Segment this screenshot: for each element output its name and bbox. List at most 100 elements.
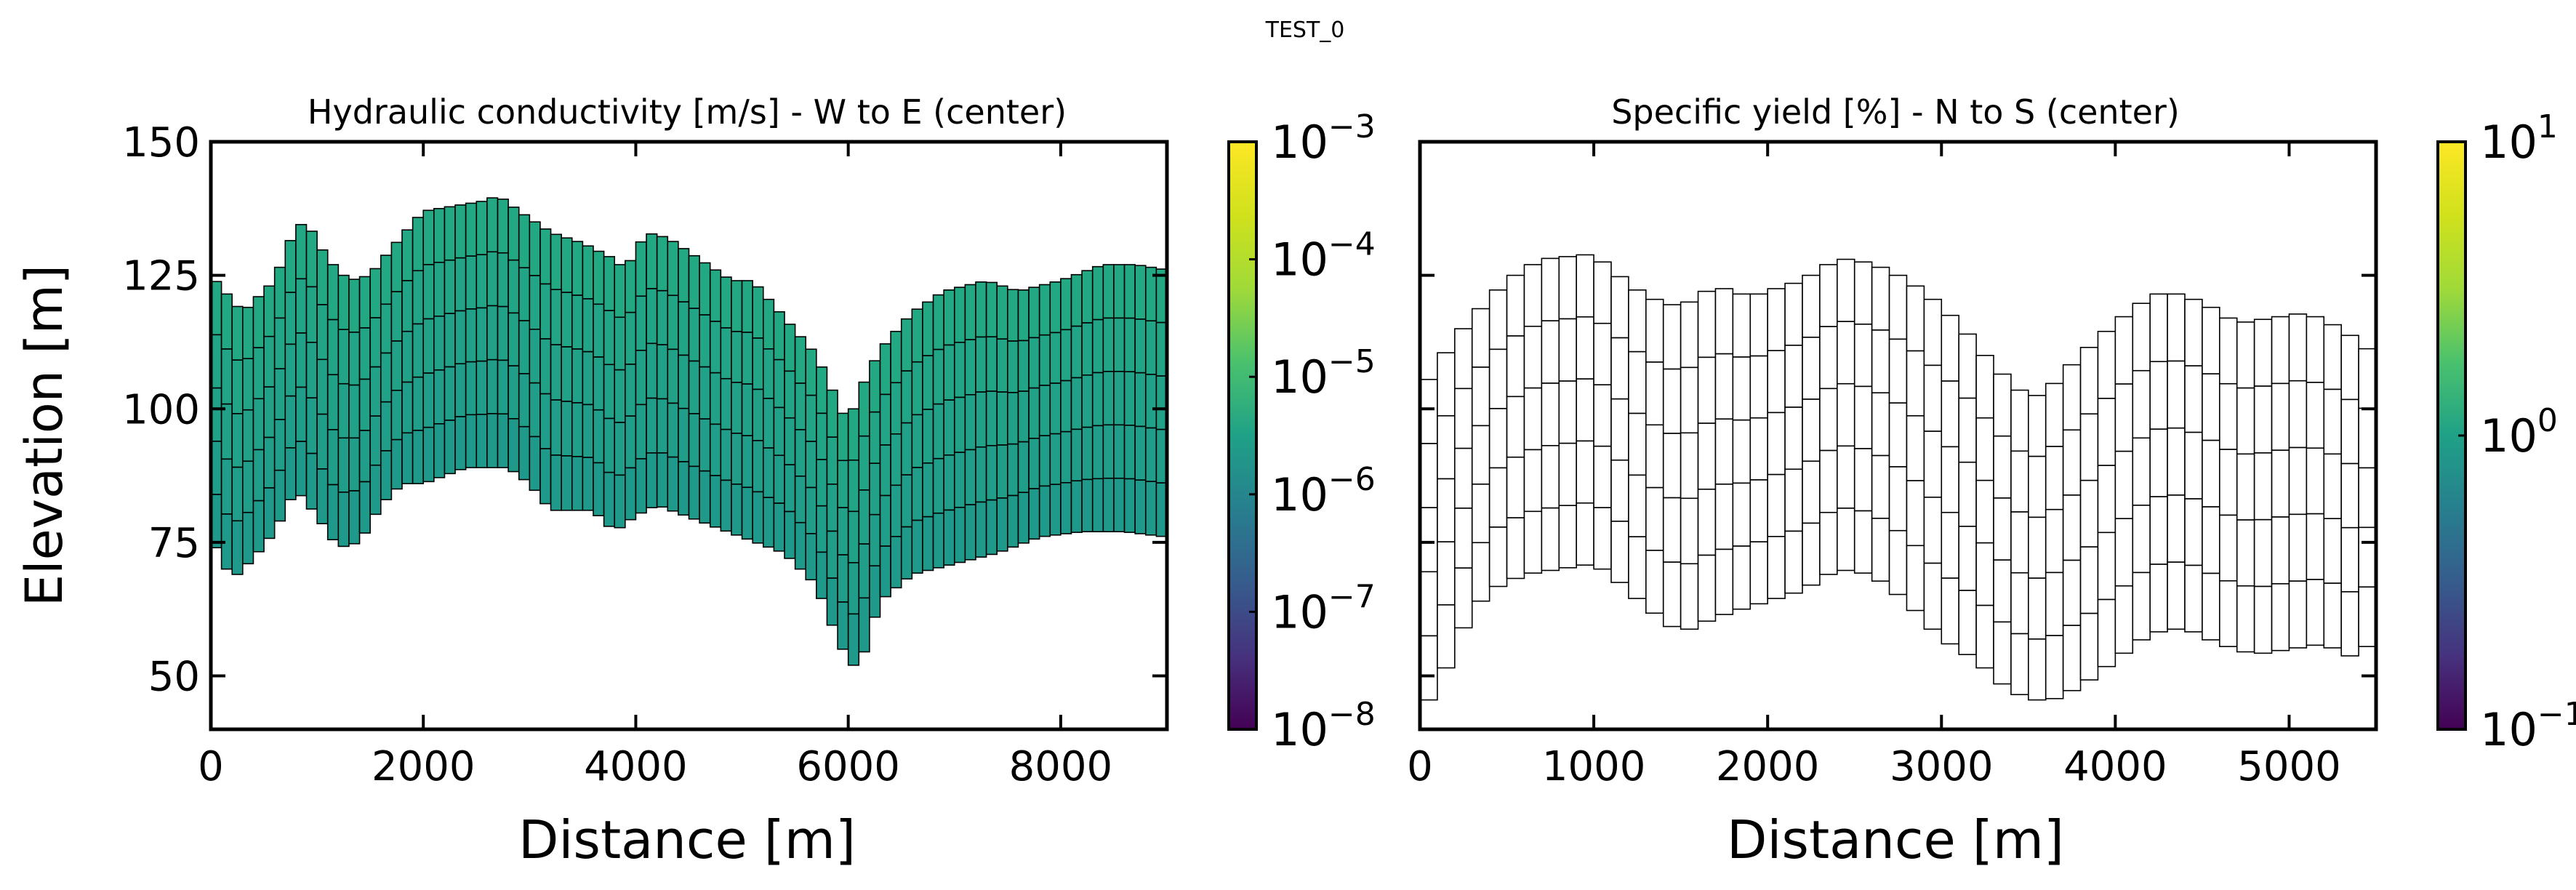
grid-cell [220, 293, 233, 350]
grid-cell [975, 336, 987, 393]
grid-cell [1871, 266, 1890, 331]
grid-cell [709, 475, 722, 528]
grid-cell [1837, 258, 1855, 322]
grid-cell [731, 280, 743, 332]
grid-cell [433, 208, 446, 263]
colorbar-tick-label: 101 [2480, 108, 2558, 169]
grid-cell [1060, 278, 1072, 331]
grid-cell [720, 479, 732, 532]
grid-cell [1697, 290, 1717, 358]
grid-cell [1506, 335, 1525, 398]
grid-cell [1628, 412, 1647, 476]
grid-cell [2253, 518, 2273, 588]
grid-cell [1923, 497, 1943, 564]
grid-cell [465, 414, 478, 468]
grid-cell [953, 286, 966, 343]
grid-cell [1923, 430, 1943, 498]
grid-cell [1906, 480, 1925, 547]
grid-cell [752, 440, 764, 493]
grid-cell [444, 206, 456, 261]
grid-cell [794, 476, 807, 524]
grid-cell [263, 436, 276, 489]
grid-cell [709, 372, 722, 425]
grid-cell [741, 280, 753, 333]
grid-cell [741, 383, 753, 436]
grid-cell [2028, 516, 2047, 579]
grid-cell [507, 207, 520, 261]
grid-cell [943, 399, 955, 456]
grid-cell [518, 425, 531, 481]
grid-cell [380, 450, 393, 500]
grid-cell [348, 490, 361, 545]
grid-cell [1749, 355, 1768, 419]
grid-cell [1488, 526, 1508, 588]
grid-cell [380, 254, 393, 305]
grid-cell [1419, 443, 1438, 508]
grid-cell [1714, 418, 1734, 485]
grid-cell [784, 370, 796, 419]
grid-cell [1923, 298, 1943, 366]
x-tick-label: 2000 [1716, 743, 1820, 790]
grid-cell [890, 484, 902, 537]
grid-cell [1028, 488, 1040, 540]
grid-cell [996, 497, 1008, 552]
grid-cell [869, 411, 881, 464]
grid-cell [1837, 382, 1855, 447]
grid-cell [1038, 334, 1051, 386]
grid-cell [1102, 424, 1115, 479]
grid-cell [953, 452, 966, 508]
figure-suptitle: TEST_0 [1265, 17, 1345, 43]
grid-cell [337, 329, 350, 385]
grid-cell [678, 248, 690, 302]
grid-cell [816, 505, 828, 553]
grid-cell [678, 407, 690, 462]
grid-cell [1017, 441, 1030, 494]
grid-cell [231, 466, 244, 522]
grid-cell [805, 486, 817, 534]
grid-cell [932, 457, 944, 514]
grid-cell [1123, 425, 1136, 480]
grid-cell [1113, 317, 1126, 372]
grid-cell [380, 352, 393, 403]
grid-cell [263, 487, 276, 540]
grid-cell [1007, 494, 1019, 548]
colorbar: 10−1 100 101 [2436, 108, 2576, 756]
x-axis-label: Distance [m] [518, 809, 856, 870]
grid-cell [720, 428, 732, 481]
grid-cell [263, 285, 276, 337]
grid-cell [529, 221, 541, 276]
grid-cell [2079, 612, 2099, 681]
grid-cell [667, 348, 679, 404]
grid-cell [1144, 374, 1157, 429]
grid-cell [1523, 510, 1543, 574]
grid-cell [773, 454, 785, 504]
grid-cell [688, 254, 700, 309]
grid-cell [2219, 580, 2238, 647]
grid-cell [1871, 454, 1890, 519]
grid-cell [922, 301, 934, 356]
grid-cell [985, 499, 998, 556]
grid-cell [709, 321, 722, 374]
grid-cell [2271, 583, 2290, 652]
grid-cell [953, 342, 966, 398]
grid-cell [2323, 582, 2342, 649]
grid-cell [816, 551, 828, 599]
grid-cell [295, 386, 308, 442]
grid-cell [1091, 372, 1104, 427]
grid-cell [1610, 337, 1629, 400]
grid-cell [1871, 392, 1890, 457]
grid-cell [646, 397, 658, 454]
grid-cell [858, 597, 870, 653]
grid-cell [1645, 361, 1664, 426]
grid-cell [2253, 452, 2273, 521]
grid-cell [1049, 433, 1062, 486]
grid-cell [1028, 337, 1040, 389]
grid-cell [2236, 387, 2255, 455]
grid-cell [358, 327, 371, 380]
x-tick-label: 4000 [584, 743, 688, 790]
grid-cell [784, 464, 796, 513]
grid-cell [1941, 446, 1959, 513]
grid-cell [571, 456, 584, 511]
grid-cell [1802, 522, 1821, 586]
grid-cell [1070, 428, 1083, 482]
